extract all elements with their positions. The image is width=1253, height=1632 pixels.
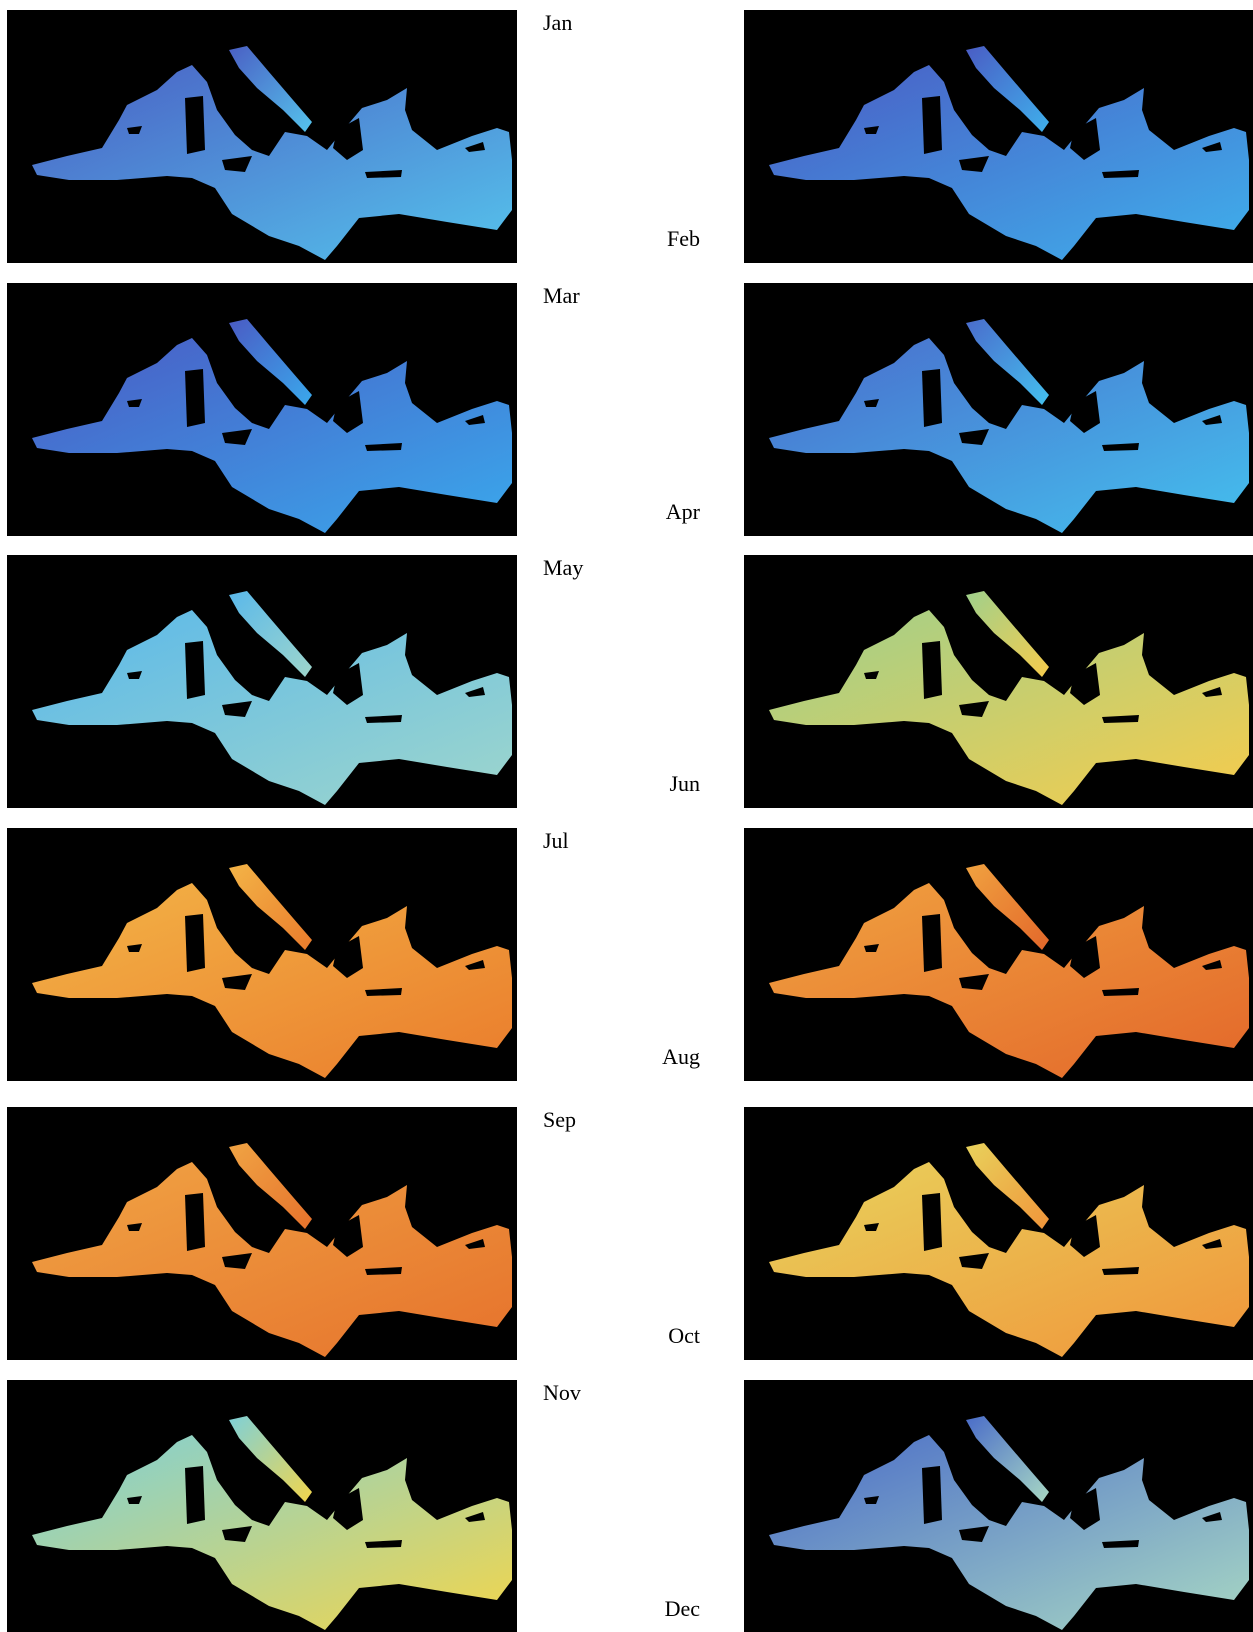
month-map-grid: Jan Feb Mar Apr May Jun Jul Aug Sep Oct Nov Dec: [0, 0, 1253, 1632]
land: [922, 369, 942, 427]
land: [185, 914, 205, 972]
month-label: Sep: [543, 1107, 576, 1132]
month-label: Apr: [666, 499, 701, 524]
map-panel: [7, 828, 517, 1081]
month-label: Mar: [543, 283, 580, 308]
map-panel: [7, 555, 517, 808]
month-label: Jul: [543, 828, 569, 853]
map-panel: [7, 283, 517, 536]
map-panel: [7, 10, 517, 263]
month-label: Aug: [662, 1044, 700, 1069]
month-label: Jun: [669, 771, 700, 796]
map-panel: [744, 10, 1253, 263]
month-label: Feb: [667, 226, 700, 251]
map-panel: [744, 283, 1253, 536]
land: [922, 1466, 942, 1524]
map-panel: [744, 1380, 1253, 1632]
month-label: Nov: [543, 1380, 581, 1405]
land: [185, 369, 205, 427]
land: [922, 96, 942, 154]
land: [185, 96, 205, 154]
map-panel: [744, 1107, 1253, 1360]
land: [922, 1193, 942, 1251]
land: [185, 1193, 205, 1251]
land: [922, 914, 942, 972]
map-panel: [7, 1380, 517, 1632]
month-label: Jan: [543, 10, 572, 35]
map-panel: [744, 828, 1253, 1081]
land: [185, 1466, 205, 1524]
month-label: Dec: [665, 1596, 701, 1621]
month-label: May: [543, 555, 583, 580]
land: [185, 641, 205, 699]
map-panel: [744, 555, 1253, 808]
month-label: Oct: [668, 1323, 700, 1348]
map-panel: [7, 1107, 517, 1360]
land: [922, 641, 942, 699]
